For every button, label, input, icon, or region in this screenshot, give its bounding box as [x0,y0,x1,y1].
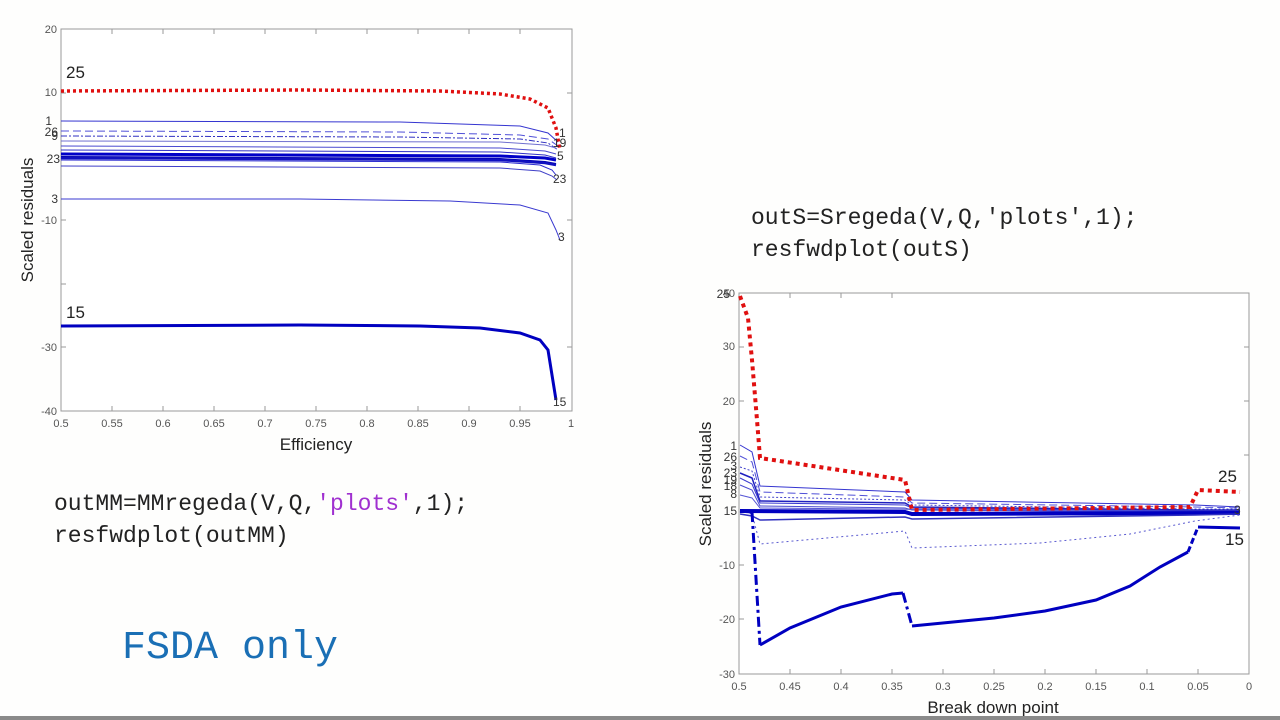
right-x-axis-label: Break down point [927,698,1059,717]
right-y-axis-label: Scaled residuals [696,422,715,547]
left-plot: 20 10 -10 -30 -40 0.5 0.55 0.6 0.65 0.7 … [18,24,574,454]
line-unit-1 [60,120,559,143]
svg-text:0.05: 0.05 [1187,681,1208,693]
svg-text:-10: -10 [41,215,57,227]
svg-text:0.5: 0.5 [53,418,68,430]
line-unit-15 [911,550,1189,628]
svg-text:0.4: 0.4 [833,681,848,693]
svg-text:3: 3 [558,230,565,244]
svg-text:-30: -30 [41,342,57,354]
right-plot: 40 30 20 -10 -20 -30 0.5 0.45 0.4 0.35 0… [696,287,1252,717]
left-code-line1-post: ,1); [412,491,469,517]
svg-text:0.3: 0.3 [935,681,950,693]
left-y-ticks: 20 10 -10 -30 -40 [41,24,572,418]
svg-text:40: 40 [723,288,735,300]
svg-text:-20: -20 [719,614,735,626]
right-unit-labels: 25 1 26 3 23 19 18 8 15 25 15 3 [717,287,1244,549]
svg-text:1: 1 [730,439,737,453]
svg-text:30: 30 [723,341,735,353]
svg-text:8: 8 [730,487,737,501]
svg-text:3: 3 [730,459,737,473]
svg-text:0.2: 0.2 [1037,681,1052,693]
left-unit-labels: 25 15 1 26 9 23 3 1 19 5 23 3 15 [45,63,567,409]
svg-text:1: 1 [559,126,566,140]
svg-text:9: 9 [51,129,58,143]
svg-text:-10: -10 [719,560,735,572]
svg-text:1: 1 [45,114,52,128]
right-y-ticks: 40 30 20 -10 -20 -30 [719,288,1249,681]
svg-text:23: 23 [553,172,567,186]
bottom-divider [0,716,1280,720]
right-code-line2: resfwdplot(outS) [751,237,972,263]
svg-text:25: 25 [66,63,85,82]
svg-text:0.75: 0.75 [305,418,326,430]
svg-text:0.1: 0.1 [1139,681,1154,693]
svg-text:0.15: 0.15 [1085,681,1106,693]
left-code-line1-pre: outMM=MMregeda(V,Q, [54,491,317,517]
line-unit-dotted [739,510,1241,549]
svg-text:0.65: 0.65 [203,418,224,430]
right-code-block: outS=Sregeda(V,Q,'plots',1); resfwdplot(… [751,202,1137,266]
svg-text:15: 15 [1225,530,1244,549]
svg-text:0.35: 0.35 [881,681,902,693]
right-x-ticks: 0.5 0.45 0.4 0.35 0.3 0.25 0.2 0.15 0.1 … [731,293,1252,693]
svg-text:18: 18 [724,479,738,493]
svg-text:20: 20 [723,396,735,408]
left-code-block: outMM=MMregeda(V,Q,'plots',1); resfwdplo… [54,488,468,552]
svg-text:0.6: 0.6 [155,418,170,430]
line-unit-9 [60,135,559,151]
svg-text:0.7: 0.7 [257,418,272,430]
svg-text:26: 26 [45,125,59,139]
svg-text:3: 3 [51,192,58,206]
line-unit-23 [739,472,1240,511]
line-unit-1 [739,444,1241,508]
svg-text:0.5: 0.5 [731,681,746,693]
svg-text:-40: -40 [41,406,57,418]
svg-text:23: 23 [47,152,61,166]
svg-text:25: 25 [717,287,731,301]
line-unit-15 [60,323,558,401]
svg-text:0.85: 0.85 [407,418,428,430]
svg-text:15: 15 [724,504,738,518]
fsda-caption: FSDA only [122,626,339,671]
left-y-axis-label: Scaled residuals [18,158,37,283]
svg-text:0.8: 0.8 [359,418,374,430]
line-unit-3 [61,198,561,241]
svg-text:19: 19 [724,473,738,487]
svg-text:0.95: 0.95 [509,418,530,430]
right-code-line1: outS=Sregeda(V,Q,'plots',1); [751,205,1138,231]
svg-text:0.55: 0.55 [101,418,122,430]
left-code-line2: resfwdplot(outMM) [54,523,289,549]
left-code-line1-string: 'plots' [316,491,413,517]
line-unit-26 [60,130,559,147]
svg-text:15: 15 [66,303,85,322]
left-x-ticks: 0.5 0.55 0.6 0.65 0.7 0.75 0.8 0.85 0.9 … [53,29,574,430]
svg-text:25: 25 [1218,467,1237,486]
line-unit-3 [739,466,1240,510]
svg-text:-30: -30 [719,669,735,681]
svg-text:5: 5 [557,149,564,163]
svg-text:0.45: 0.45 [779,681,800,693]
right-series [738,295,1241,647]
svg-text:3: 3 [1234,503,1241,517]
line-unit-26 [739,455,1241,509]
svg-text:10: 10 [45,87,57,99]
svg-text:0: 0 [1246,681,1252,693]
svg-text:1: 1 [568,418,574,430]
line-unit-23 [60,165,558,181]
svg-text:23: 23 [724,466,738,480]
left-series [60,88,562,401]
svg-text:26: 26 [724,450,738,464]
svg-text:0.9: 0.9 [461,418,476,430]
svg-text:15: 15 [553,395,567,409]
line-unit-8 [739,494,1241,513]
svg-text:20: 20 [45,24,57,36]
svg-text:19: 19 [553,136,567,150]
left-x-axis-label: Efficiency [280,435,353,454]
svg-text:0.25: 0.25 [983,681,1004,693]
